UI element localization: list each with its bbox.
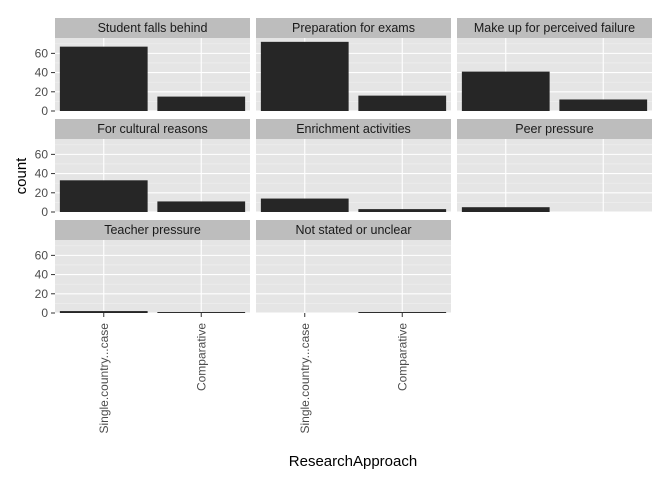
facet-strip xyxy=(55,220,250,240)
facet-title: Peer pressure xyxy=(515,122,594,136)
facet-panel: Enrichment activities xyxy=(256,119,451,213)
facet-panel: Teacher pressure xyxy=(55,220,250,314)
y-axis-title: count xyxy=(13,157,30,195)
y-tick-label: 60 xyxy=(35,248,49,262)
panel-background xyxy=(457,139,652,212)
facet-title: Preparation for exams xyxy=(292,21,415,35)
facet-panel: Peer pressure xyxy=(457,119,652,213)
bar xyxy=(157,201,246,212)
y-tick-label: 40 xyxy=(35,167,49,181)
facet-strip xyxy=(256,119,451,139)
x-tick-label: Comparative xyxy=(194,323,208,391)
y-tick-label: 20 xyxy=(35,85,49,99)
bar xyxy=(461,207,550,212)
bar xyxy=(358,312,447,313)
panel-background xyxy=(55,240,250,313)
panel-background xyxy=(256,240,451,313)
facet-title: Teacher pressure xyxy=(104,223,201,237)
bar xyxy=(157,96,246,111)
bar xyxy=(59,46,148,111)
facet-panel: Not stated or unclear xyxy=(256,220,451,314)
facet-strip xyxy=(256,220,451,240)
facet-strip xyxy=(457,119,652,139)
bar xyxy=(358,95,447,111)
facet-title: Not stated or unclear xyxy=(295,223,411,237)
x-axis-title: ResearchApproach xyxy=(289,453,417,470)
y-tick-label: 20 xyxy=(35,287,49,301)
y-tick-label: 60 xyxy=(35,147,49,161)
bar xyxy=(358,209,447,212)
facet-title: Student falls behind xyxy=(98,21,208,35)
bar xyxy=(59,180,148,212)
facet-title: For cultural reasons xyxy=(97,122,207,136)
bar xyxy=(59,311,148,313)
bar xyxy=(260,198,349,212)
y-tick-label: 40 xyxy=(35,66,49,80)
bar xyxy=(157,312,246,313)
facet-title: Enrichment activities xyxy=(296,122,411,136)
facet-panel: Preparation for exams xyxy=(256,18,451,112)
bar xyxy=(260,41,349,112)
bar xyxy=(559,99,648,111)
facet-strip xyxy=(457,18,652,38)
x-tick-label: Comparative xyxy=(395,323,409,391)
y-tick-label: 0 xyxy=(41,306,48,320)
x-tick-label: Single.country...case xyxy=(97,323,111,434)
x-axis: Single.country...case Comparative Single.c… xyxy=(97,313,409,434)
x-tick-label: Single.country...case xyxy=(298,323,312,434)
facet-strip xyxy=(55,18,250,38)
facet-strip xyxy=(55,119,250,139)
bar xyxy=(461,71,550,111)
y-axes: 0 20 40 60 0 20 40 60 0 20 40 60 xyxy=(35,46,55,320)
y-tick-label: 40 xyxy=(35,268,49,282)
facet-panel: Student falls behind xyxy=(55,18,250,112)
facet-panels: Student falls behind Preparation for exam… xyxy=(55,18,652,314)
facet-panel: For cultural reasons xyxy=(55,119,250,213)
y-tick-label: 0 xyxy=(41,104,48,118)
y-tick-label: 20 xyxy=(35,186,49,200)
y-tick-label: 0 xyxy=(41,205,48,219)
y-tick-label: 60 xyxy=(35,46,49,60)
facet-title: Make up for perceived failure xyxy=(474,21,635,35)
facet-strip xyxy=(256,18,451,38)
facet-panel: Make up for perceived failure xyxy=(457,18,652,112)
